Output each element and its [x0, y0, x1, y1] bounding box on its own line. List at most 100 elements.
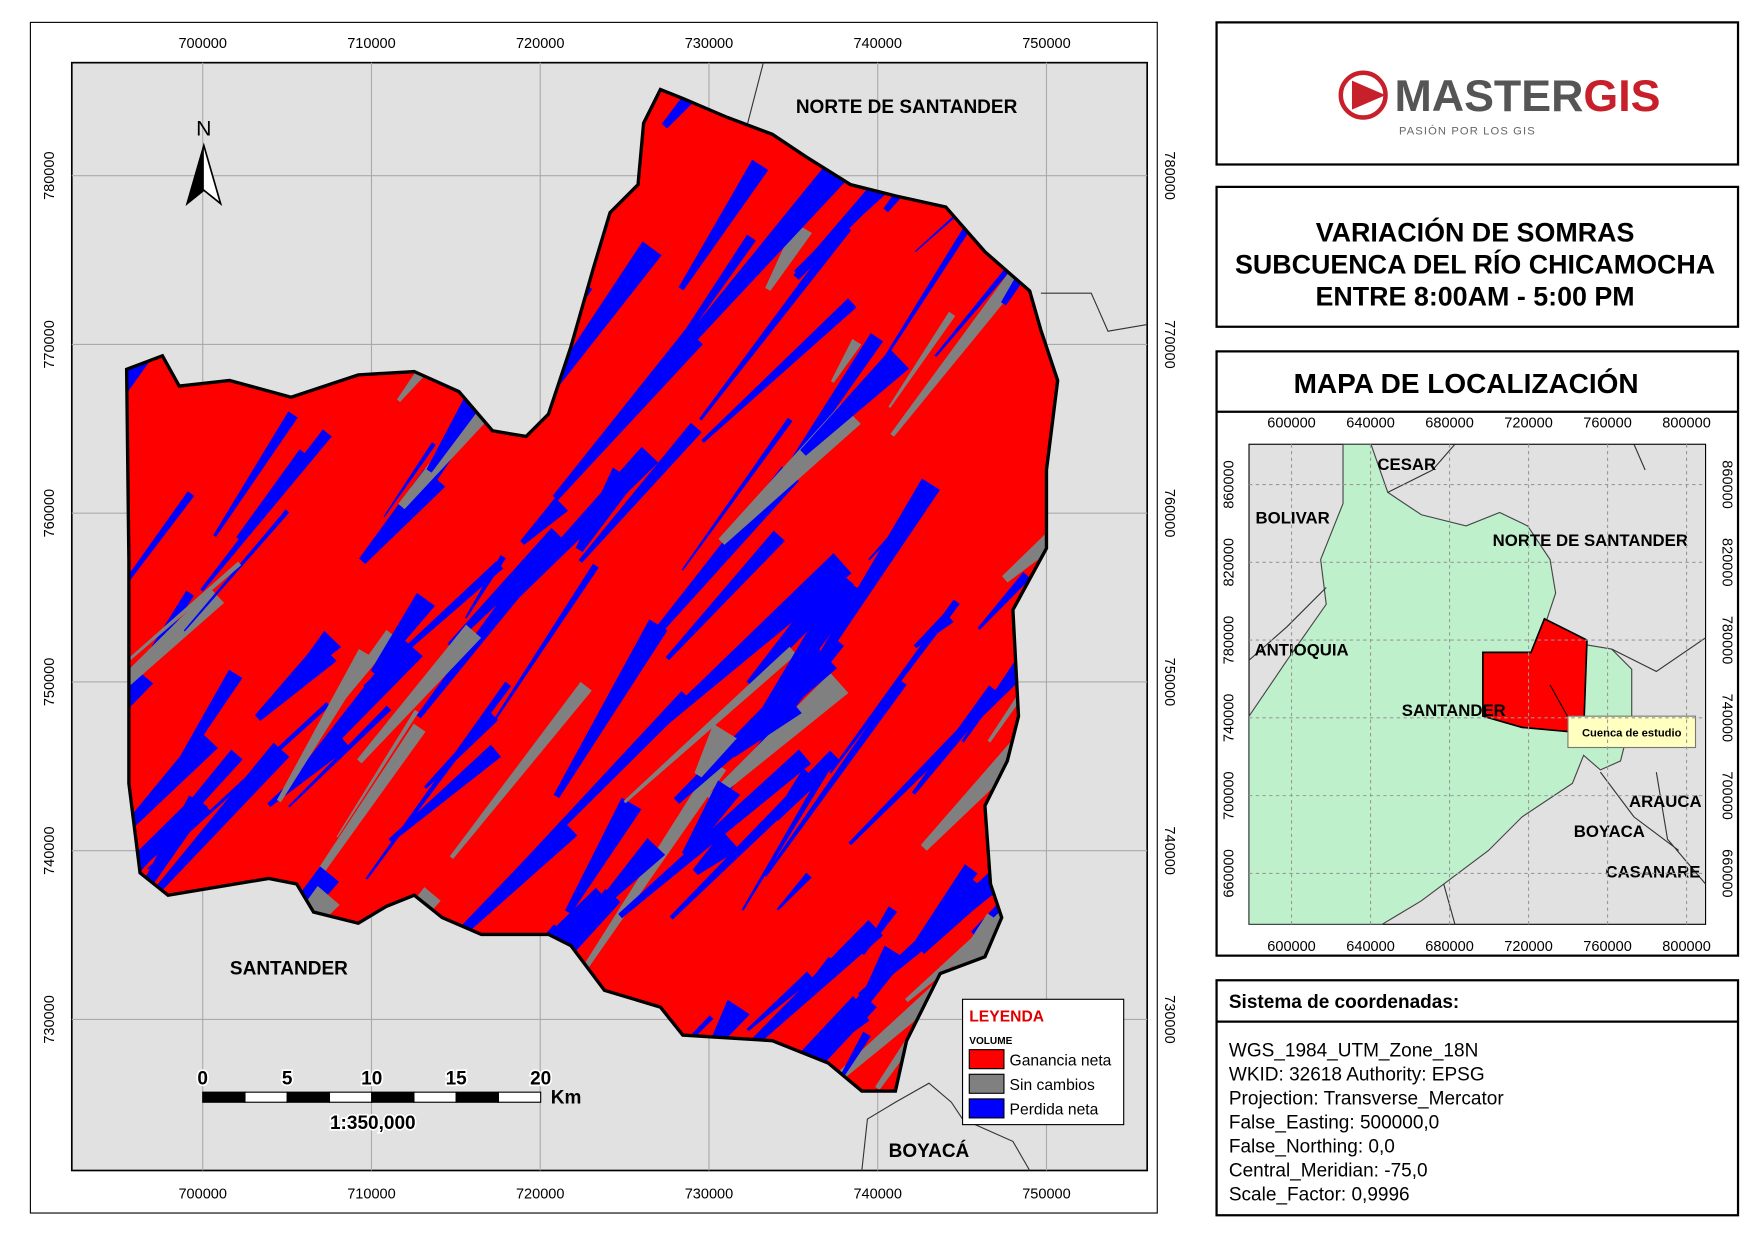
y-tick-label: 780000 [1161, 151, 1177, 200]
scale-ratio: 1:350,000 [330, 1113, 416, 1134]
raster-patch [707, 672, 849, 803]
legend-swatch [968, 1073, 1005, 1094]
raster-patch [388, 744, 502, 843]
basin-outline [124, 87, 1060, 1093]
scale-tick-label: 0 [197, 1068, 208, 1089]
raster-patch [162, 669, 243, 790]
raster-patch [553, 619, 668, 799]
title-panel [1215, 185, 1740, 328]
y-tick-label: 750000 [1161, 658, 1177, 707]
raster-patch [662, 162, 848, 371]
raster-patch [662, 553, 852, 725]
x-tick-label: 680000 [1425, 415, 1474, 431]
raster-patch [449, 681, 592, 859]
y-tick-label: 660000 [1221, 849, 1237, 898]
scale-tick-label: 20 [530, 1068, 551, 1089]
raster-patch [701, 298, 857, 443]
location-heading: MAPA DE LOCALIZACIÓN [1294, 368, 1639, 399]
scale-segment [371, 1091, 415, 1103]
legend-label: Ganancia neta [1010, 1052, 1112, 1069]
raster-patch [764, 679, 907, 877]
x-tick-label: 800000 [1662, 415, 1711, 431]
x-tick-label: 720000 [1504, 415, 1553, 431]
scale-tick-label: 5 [282, 1068, 293, 1089]
north-label: N [196, 116, 211, 140]
raster-patch [1002, 468, 1058, 583]
y-tick-label: 660000 [1718, 849, 1734, 898]
raster-patch [890, 273, 1020, 437]
region-label: BOLIVAR [1256, 509, 1330, 528]
raster-patch [661, 89, 747, 129]
x-tick-label: 800000 [1662, 939, 1711, 955]
raster-patch [800, 349, 910, 456]
raster-patch [746, 567, 854, 687]
x-tick-label: 600000 [1267, 939, 1316, 955]
scale-tick-label: 15 [446, 1068, 468, 1089]
raster-patch [694, 723, 737, 778]
y-tick-label: 740000 [1161, 826, 1177, 875]
raster-patch [681, 780, 741, 858]
raster-patch [126, 668, 154, 753]
raster-patch [370, 592, 436, 675]
raster-patch [977, 572, 1031, 630]
scale-segment [328, 1091, 373, 1103]
callout-box [1567, 715, 1697, 749]
raster-patch [623, 646, 797, 804]
scale-segment [455, 1091, 499, 1103]
region-label: NORTE DE SANTANDER [1493, 531, 1688, 550]
scale-tick-label: 10 [361, 1068, 382, 1089]
coordinate-heading: Sistema de coordenadas: [1229, 992, 1459, 1013]
y-tick-label: 770000 [42, 320, 58, 368]
legend-title: LEYENDA [969, 1009, 1044, 1026]
raster-patch [288, 705, 392, 808]
raster-patch [681, 417, 793, 571]
region-label: ANTIOQUIA [1255, 641, 1349, 660]
raster-patch [914, 874, 981, 953]
title-line: ENTRE 8:00AM - 5:00 PM [1315, 281, 1634, 311]
callout-label: Cuenca de estudio [1582, 727, 1682, 739]
raster-patch [665, 530, 785, 661]
raster-patch [678, 159, 769, 291]
raster-patch [578, 422, 702, 563]
raster-patch [564, 797, 642, 914]
raster-patch [746, 971, 814, 1032]
y-tick-label: 730000 [1161, 995, 1177, 1044]
raster-patch [618, 749, 812, 919]
x-tick-label: 700000 [178, 36, 227, 52]
legend-label: Perdida neta [1010, 1102, 1099, 1119]
boundary-line [1249, 444, 1706, 925]
raster-patch [905, 906, 1014, 1003]
y-tick-label: 770000 [1161, 320, 1177, 368]
region-label: SANTANDER [1402, 701, 1506, 720]
raster-patch [913, 612, 954, 649]
x-tick-label: 740000 [853, 36, 901, 52]
scale-segment [286, 1091, 331, 1103]
y-tick-label: 860000 [1221, 460, 1237, 509]
title-line: SUBCUENCA DEL RÍO CHICAMOCHA [1235, 249, 1715, 280]
y-tick-label: 820000 [1221, 538, 1237, 587]
raster-patch [834, 1031, 871, 1088]
logo: MASTERGIS PASIÓN POR LOS GIS [1338, 70, 1661, 137]
raster-patch [776, 872, 812, 911]
scale-segment [202, 1091, 246, 1103]
raster-patch [669, 750, 841, 920]
x-tick-label: 640000 [1346, 939, 1395, 955]
x-tick-label: 760000 [1583, 939, 1632, 955]
x-tick-label: 750000 [1022, 36, 1071, 52]
y-tick-label: 860000 [1718, 460, 1734, 509]
x-tick-label: 760000 [1583, 415, 1632, 431]
coordinate-lines: WGS_1984_UTM_Zone_18N WKID: 32618 Authori… [1229, 1040, 1504, 1205]
scale-unit: Km [551, 1087, 582, 1108]
region-label: CESAR [1377, 455, 1436, 474]
raster-patch [830, 339, 862, 383]
place-label: NORTE DE SANTANDER [796, 97, 1018, 118]
raster-patch [497, 446, 659, 614]
raster-patch [423, 712, 499, 789]
raster-patch [489, 563, 599, 728]
raster-patch [731, 920, 884, 1064]
legend: LEYENDA VOLUME Ganancia neta Sin cambios P… [961, 998, 1125, 1126]
y-tick-label: 780000 [1221, 616, 1237, 665]
x-tick-label: 720000 [516, 1186, 565, 1202]
